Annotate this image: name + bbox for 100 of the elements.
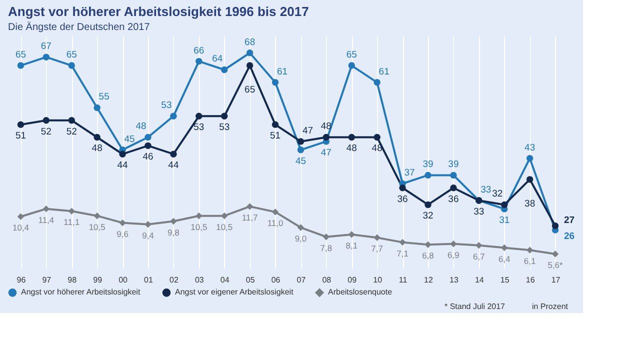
- point: [424, 172, 432, 179]
- point: [272, 121, 279, 128]
- data-label: 44: [168, 160, 179, 172]
- x-tick-label: 12: [424, 276, 434, 284]
- point: [119, 150, 126, 158]
- x-tick-label: 16: [526, 276, 536, 284]
- point: [170, 112, 177, 120]
- point: [94, 104, 100, 112]
- data-label: 65: [15, 50, 26, 61]
- data-label: 52: [40, 126, 52, 138]
- text: * Stand Juli 2017: [444, 302, 506, 311]
- data-label: 32: [492, 188, 503, 200]
- data-label: 33: [480, 184, 492, 196]
- data-label: 48: [136, 121, 146, 132]
- point: [68, 117, 75, 124]
- point: [246, 62, 254, 69]
- point: [170, 218, 177, 225]
- data-label: 64: [212, 54, 223, 65]
- data-label: 43: [524, 142, 536, 154]
- data-label: 11,7: [242, 212, 258, 222]
- data-label: 48: [92, 143, 102, 154]
- point: [119, 219, 126, 226]
- data-label: 38: [524, 198, 536, 210]
- chart-title: Angst vor höherer Arbeitslosigkeit 1996 bis 2017: [8, 4, 309, 19]
- x-tick-label: 13: [450, 276, 459, 284]
- data-label: 53: [219, 122, 230, 134]
- data-label: 6,4: [498, 254, 511, 264]
- point: [297, 138, 304, 145]
- x-tick-label: 10: [373, 276, 383, 284]
- x-tick-label: 02: [170, 276, 179, 284]
- data-label: 6,7: [472, 251, 486, 262]
- point: [501, 244, 508, 252]
- point: [246, 50, 254, 56]
- point: [450, 184, 457, 192]
- legend-label: Angst vor höherer Arbeitslosigkeit: [21, 288, 141, 297]
- x-tick-label: 17: [551, 276, 561, 284]
- data-label: 7,7: [371, 244, 384, 254]
- point: [450, 240, 457, 248]
- data-label: 53: [194, 122, 204, 134]
- data-label: 67: [40, 41, 52, 52]
- point: [374, 234, 380, 241]
- data-label: 10,5: [88, 222, 106, 232]
- x-tick-label: 11: [398, 276, 408, 284]
- point: [526, 246, 534, 254]
- data-label: 9,6: [116, 228, 129, 239]
- x-tick-label: 15: [500, 276, 510, 284]
- data-label: 26: [564, 231, 575, 242]
- data-label: 48: [346, 143, 357, 154]
- data-label: 45: [295, 156, 306, 167]
- x-tick-label: 05: [246, 276, 256, 284]
- point: [297, 224, 304, 231]
- x-tick-label: 98: [68, 276, 78, 284]
- data-label: 51: [270, 130, 281, 142]
- x-tick-label: 14: [474, 276, 484, 284]
- data-label: 10,4: [12, 222, 30, 233]
- data-label: 11,1: [64, 217, 80, 228]
- data-label: 9,4: [142, 230, 154, 240]
- x-tick-label: 06: [271, 276, 281, 284]
- data-label: 37: [404, 168, 415, 179]
- data-label: 55: [98, 92, 110, 103]
- data-label: 31: [499, 214, 510, 226]
- data-label: 5,6*: [548, 260, 564, 270]
- data-label: 7,1: [396, 248, 409, 258]
- point: [374, 134, 380, 141]
- point: [246, 203, 254, 210]
- point: [272, 208, 279, 216]
- point: [322, 134, 330, 141]
- point: [68, 62, 75, 69]
- point: [144, 134, 152, 141]
- data-label: 33: [474, 206, 484, 218]
- point: [144, 142, 152, 150]
- point: [399, 184, 406, 192]
- x-tick-label: 99: [93, 276, 103, 284]
- data-label: 68: [244, 36, 256, 48]
- data-label: 65: [66, 50, 77, 61]
- point: [348, 62, 355, 69]
- point: [170, 150, 177, 158]
- point: [399, 238, 406, 246]
- x-tick-label: 04: [220, 276, 230, 284]
- x-tick-label: 01: [144, 276, 154, 284]
- x-tick-label: 00: [118, 276, 128, 284]
- data-label: 11,0: [267, 218, 284, 228]
- point: [17, 213, 24, 220]
- data-label: 11,4: [38, 214, 54, 225]
- data-label: 51: [15, 130, 26, 142]
- point: [196, 112, 202, 120]
- data-label: 39: [448, 159, 459, 170]
- legend-label: Arbeitslosenquote: [328, 288, 393, 297]
- point: [526, 176, 534, 183]
- data-label: 6,1: [524, 256, 536, 266]
- point: [424, 201, 432, 208]
- point: [272, 79, 279, 86]
- data-label: 44: [117, 160, 128, 172]
- data-label: 10,5: [216, 222, 233, 232]
- x-tick-label: 09: [348, 276, 358, 284]
- data-label: 45: [124, 134, 135, 145]
- x-tick-label: 08: [322, 276, 332, 284]
- point: [17, 62, 24, 69]
- data-label: 32: [422, 210, 434, 222]
- point: [221, 212, 228, 220]
